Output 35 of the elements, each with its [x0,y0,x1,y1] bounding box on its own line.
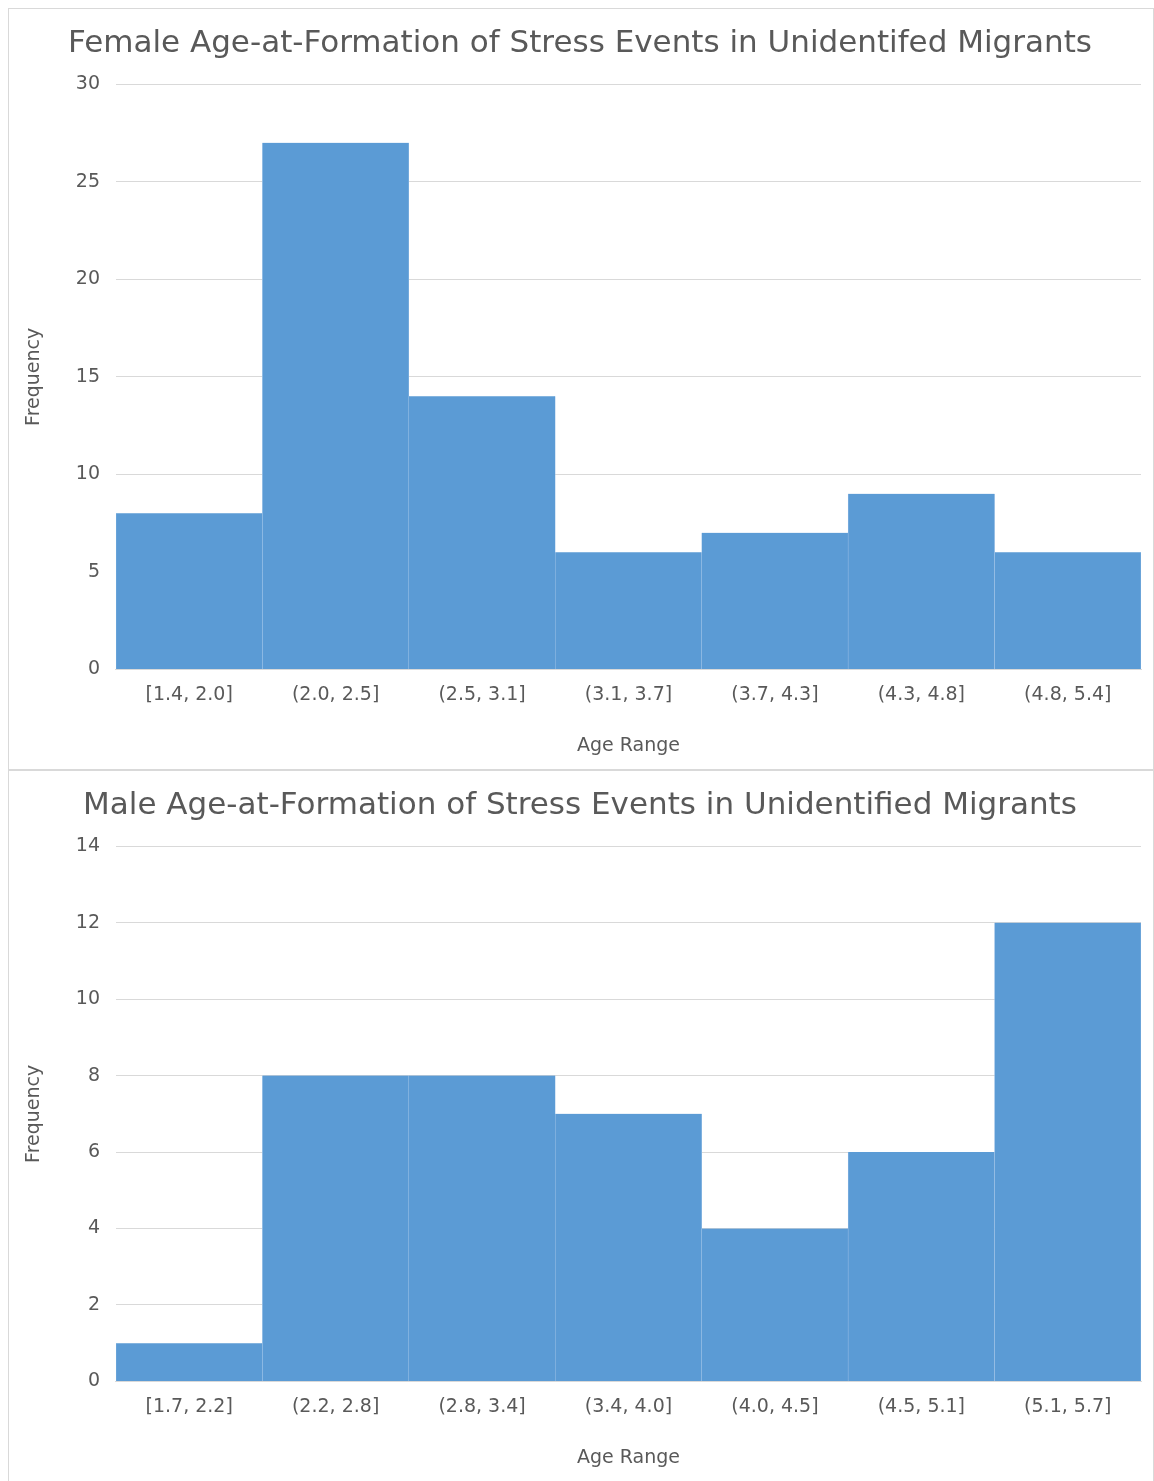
y-tick-label: 10 [75,461,100,484]
x-tick-label: (2.2, 2.8] [291,1393,380,1416]
y-axis-title: Frequency [21,327,44,426]
x-tick-label: (4.3, 4.8] [877,681,966,704]
y-tick-label: 2 [87,1291,100,1314]
y-tick-label: 0 [87,656,100,679]
y-tick-label: 25 [75,168,100,191]
y-tick-label: 15 [75,363,100,386]
y-tick-label: 12 [75,909,100,932]
x-tick-label: (3.1, 3.7] [584,681,673,704]
y-tick-label: 5 [87,558,100,581]
x-tick-label: (4.8, 5.4] [1024,681,1112,704]
y-tick-label: 14 [75,833,100,856]
y-tick-label: 6 [87,1138,100,1161]
x-axis-title: Age Range [576,732,680,755]
x-tick-label: [1.7, 2.2] [145,1393,233,1416]
y-tick-label: 8 [87,1062,100,1085]
x-tick-label: (2.0, 2.5] [291,681,380,704]
y-tick-label: 10 [75,986,100,1009]
x-tick-label: (4.0, 4.5] [731,1393,819,1416]
x-tick-label: (5.1, 5.7] [1024,1393,1112,1416]
x-tick-label: (3.7, 4.3] [731,681,819,704]
x-tick-label: (2.8, 3.4] [438,1393,526,1416]
y-axis-title: Frequency [21,1064,44,1163]
chart-title: Male Age-at-Formation of Stress Events in Unidentified Migrants [83,784,1077,821]
y-tick-label: 0 [87,1368,100,1391]
x-axis-title: Age Range [576,1444,680,1467]
x-tick-label: (3.4, 4.0] [584,1393,673,1416]
y-tick-label: 4 [87,1215,100,1238]
y-tick-label: 20 [75,266,100,289]
x-tick-label: (4.5, 5.1] [877,1393,966,1416]
x-tick-label: (2.5, 3.1] [438,681,526,704]
y-tick-label: 30 [75,71,100,94]
chart-title: Female Age-at-Formation of Stress Events in Unidentifed Migrants [68,22,1092,59]
x-tick-label: [1.4, 2.0] [145,681,233,704]
